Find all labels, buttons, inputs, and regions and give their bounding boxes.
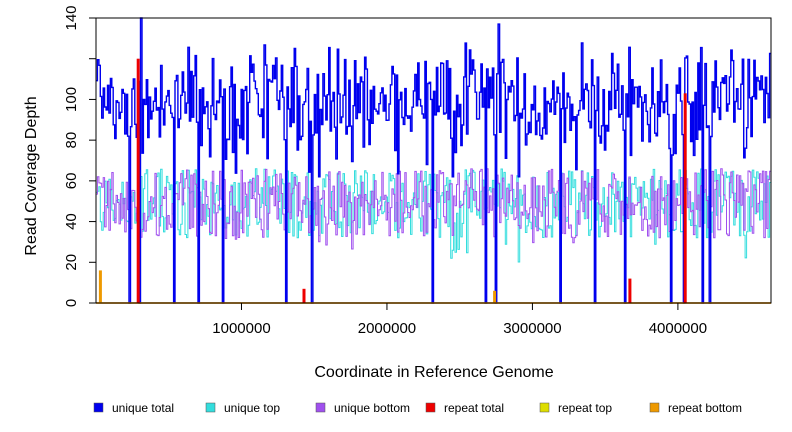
legend-label: unique top	[224, 401, 280, 415]
legend-item-repeat-total: repeat total	[425, 401, 504, 415]
x-axis-title: Coordinate in Reference Genome	[314, 364, 553, 381]
legend: unique total unique top unique bottom repea…	[93, 401, 742, 415]
y-tick-label: 40	[63, 213, 80, 230]
legend-swatch	[315, 402, 326, 413]
y-axis-title: Read Coverage Depth	[23, 96, 40, 255]
plot-frame	[95, 17, 772, 304]
repeat-peak	[302, 288, 306, 304]
y-tick-label: 100	[63, 87, 80, 112]
repeat-peak	[98, 270, 102, 303]
repeat-peak	[493, 290, 497, 303]
y-tick-label: 60	[63, 173, 80, 190]
legend-swatch	[649, 402, 660, 413]
legend-swatch	[205, 402, 216, 413]
x-tick-label: 4000000	[649, 320, 707, 337]
legend-item-unique-bottom: unique bottom	[315, 401, 410, 415]
legend-item-unique-top: unique top	[205, 401, 280, 415]
legend-swatch	[539, 402, 550, 413]
legend-label: unique total	[112, 401, 174, 415]
y-tick-label: 140	[63, 5, 80, 30]
legend-label: unique bottom	[334, 401, 410, 415]
legend-item-repeat-top: repeat top	[539, 401, 612, 415]
x-tick-label: 1000000	[212, 320, 270, 337]
legend-label: repeat top	[558, 401, 612, 415]
repeat-peak	[683, 93, 687, 303]
x-axis: 1000000 2000000 3000000 4000000	[212, 303, 707, 337]
y-tick-label: 20	[63, 254, 80, 271]
x-tick-label: 2000000	[358, 320, 416, 337]
y-tick-label: 80	[63, 132, 80, 149]
legend-swatch	[425, 402, 436, 413]
y-tick-label: 0	[63, 299, 80, 307]
legend-item-unique-total: unique total	[93, 401, 174, 415]
y-axis: 0 20 40 60 80 100 140	[63, 5, 96, 307]
repeat-peak	[136, 58, 140, 304]
legend-label: repeat bottom	[668, 401, 742, 415]
x-tick-label: 3000000	[503, 320, 561, 337]
legend-swatch	[93, 402, 104, 413]
repeat-peak	[628, 278, 632, 303]
legend-label: repeat total	[444, 401, 504, 415]
legend-item-repeat-bottom: repeat bottom	[649, 401, 742, 415]
